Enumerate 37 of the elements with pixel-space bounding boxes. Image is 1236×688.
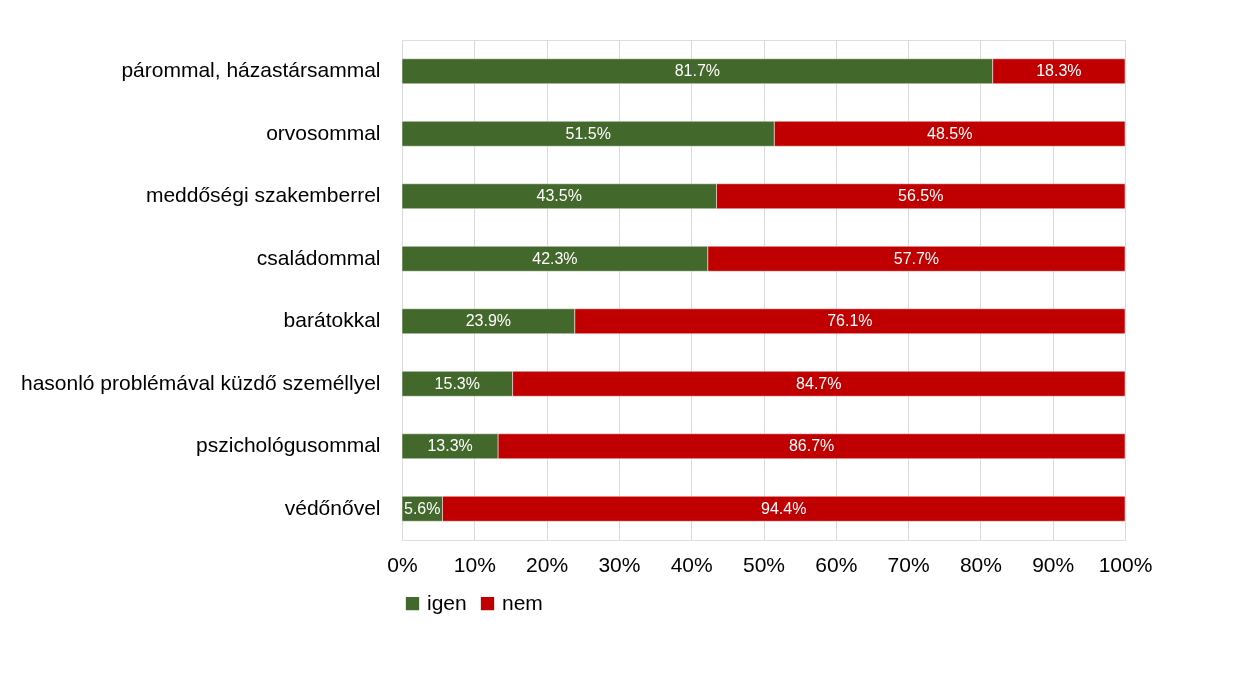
x-tick-label: 40% (670, 552, 713, 576)
data-label: 13.3% (427, 437, 473, 455)
x-tick-label: 20% (526, 552, 569, 576)
legend-label: igen (427, 590, 467, 614)
y-tick-label: pszichológusommal (196, 433, 381, 457)
data-label: 23.9% (465, 312, 512, 330)
data-label: 15.3% (434, 374, 480, 392)
y-tick-label: orvosommal (266, 120, 381, 144)
x-tick-label: 0% (387, 552, 418, 576)
x-tick-label: 60% (815, 552, 858, 576)
data-label: 51.5% (565, 124, 611, 142)
x-tick-label: 50% (742, 552, 786, 576)
x-tick-label: 90% (1032, 552, 1075, 576)
data-label: 56.5% (898, 187, 944, 205)
x-tick-label: 80% (959, 552, 1002, 576)
x-tick-label: 100% (1098, 552, 1153, 576)
data-label: 81.7% (674, 62, 721, 80)
y-tick-label: párommal, házastársammal (121, 58, 381, 82)
x-tick-label: 30% (598, 552, 641, 576)
data-label: 43.5% (536, 187, 582, 205)
data-label: 84.7% (796, 374, 842, 392)
data-label: 48.5% (926, 124, 973, 142)
x-tick-label: 70% (887, 552, 930, 576)
y-tick-label: védőnővel (284, 495, 381, 519)
y-tick-label: meddőségi szakemberrel (145, 183, 381, 207)
data-label: 94.4% (761, 499, 807, 517)
y-tick-label: családommal (256, 245, 381, 269)
data-label: 86.7% (788, 437, 835, 455)
y-tick-label: barátokkal (283, 308, 381, 332)
data-label: 5.6% (404, 499, 441, 517)
data-label: 42.3% (532, 249, 578, 267)
x-tick-label: 10% (453, 552, 496, 576)
legend-label: nem (502, 590, 543, 614)
data-label: 76.1% (827, 312, 873, 330)
data-label: 18.3% (1036, 62, 1082, 80)
data-label: 57.7% (893, 249, 940, 267)
y-tick-label: hasonló problémával küzdő személlyel (20, 370, 381, 394)
